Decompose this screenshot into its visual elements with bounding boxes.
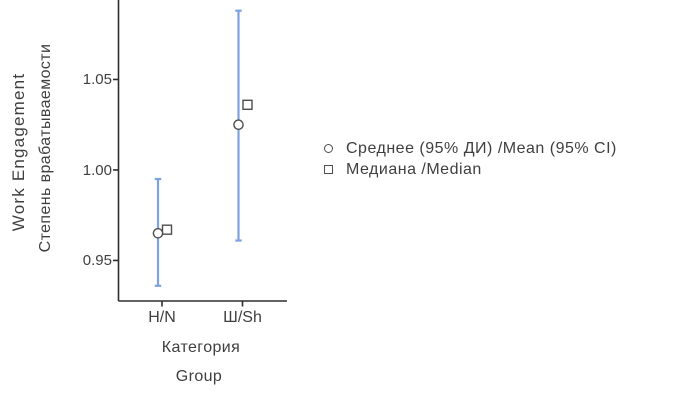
y-tick-label: 0.95 — [82, 252, 112, 270]
legend-key-mean — [320, 144, 336, 153]
y-tick-label: 1.05 — [82, 71, 112, 89]
y-tick-label: 1.00 — [82, 161, 112, 179]
x-axis-title-line1: Категория — [161, 339, 241, 356]
mean-marker — [152, 228, 164, 239]
legend-row-median: Медиана /Median — [320, 159, 617, 180]
square-marker-icon — [323, 165, 333, 174]
legend: Среднее (95% ДИ) /Mean (95% CI) Медиана … — [320, 138, 617, 180]
y-axis-title-line1: Work Engagement — [9, 72, 28, 232]
legend-label-median: Медиана /Median — [346, 160, 482, 178]
mean-marker — [233, 119, 244, 131]
median-marker — [242, 99, 253, 110]
circle-marker-icon — [323, 144, 333, 153]
legend-label-mean: Среднее (95% ДИ) /Mean (95% CI) — [346, 139, 617, 157]
legend-row-mean: Среднее (95% ДИ) /Mean (95% CI) — [320, 138, 617, 159]
x-tick-label-shsh: Ш/Sh — [223, 309, 262, 326]
legend-key-median — [320, 165, 336, 174]
y-axis-title-line2: Степень врабатываемости — [37, 43, 54, 253]
median-marker — [161, 224, 173, 235]
x-tick-label-hn: Н/N — [148, 309, 176, 326]
x-axis-title-line2: Group — [175, 368, 223, 385]
